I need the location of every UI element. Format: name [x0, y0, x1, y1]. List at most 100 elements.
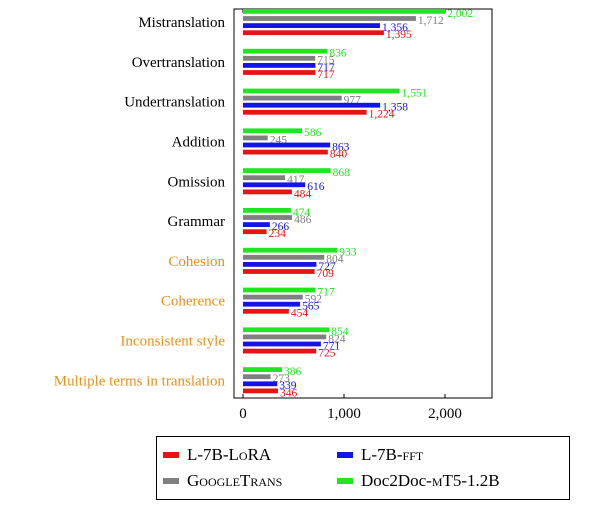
bar — [243, 222, 270, 227]
value-label: 1,358 — [382, 102, 408, 114]
value-label: 346 — [280, 387, 298, 399]
bar — [243, 308, 289, 314]
value-label: 1,395 — [386, 29, 412, 41]
value-label: 2,002 — [447, 8, 473, 20]
bar — [243, 287, 316, 293]
legend-label-doc2doc: Doc2Doc-mT5-1.2B — [361, 471, 500, 490]
bar — [243, 348, 317, 354]
legend-label-l7b-fft: L-7B-fft — [361, 445, 424, 464]
category-label: Addition — [172, 134, 226, 150]
bar — [243, 128, 303, 134]
category-label: Omission — [167, 174, 225, 190]
bar — [243, 23, 380, 28]
bar — [243, 9, 446, 14]
category-label: Overtranslation — [132, 55, 226, 71]
bar — [243, 135, 268, 141]
value-label: 339 — [279, 380, 297, 392]
category-label: Undertranslation — [124, 95, 225, 111]
value-label: 474 — [293, 207, 311, 219]
value-label: 854 — [331, 326, 349, 338]
legend-swatch-l7b-lora — [163, 452, 179, 458]
bar — [243, 301, 301, 307]
value-label: 933 — [339, 247, 357, 259]
value-label: 586 — [304, 127, 322, 139]
legend-label-l7b-lora: L-7B-LoRA — [187, 445, 272, 464]
bar — [243, 247, 338, 253]
value-label: 1,224 — [369, 109, 395, 121]
value-label: 484 — [294, 188, 312, 200]
bar — [243, 334, 327, 340]
value-label: 616 — [307, 181, 325, 193]
x-tick-label: 2,000 — [428, 406, 462, 422]
bar — [243, 63, 316, 68]
legend-swatch-doc2doc — [337, 478, 353, 484]
bar — [243, 16, 416, 21]
category-label: Cohesion — [168, 254, 225, 270]
value-label: 836 — [329, 48, 347, 60]
value-label: 868 — [333, 167, 351, 179]
legend-item-l7b-fft: L-7B-fft — [337, 445, 423, 465]
bar — [243, 175, 286, 181]
legend-label-googletrans: GoogleTrans — [187, 471, 283, 490]
value-label: 234 — [269, 228, 287, 240]
value-label: 454 — [291, 308, 309, 320]
bar — [243, 229, 267, 235]
bar — [243, 70, 316, 75]
value-label: 717 — [317, 62, 335, 74]
legend: L-7B-LoRA L-7B-fft GoogleTrans Doc2Doc-m… — [156, 436, 570, 500]
bar — [243, 208, 291, 213]
bar — [243, 109, 367, 115]
bar — [243, 374, 271, 380]
category-label: Inconsistent style — [120, 333, 225, 349]
bar — [243, 367, 282, 372]
value-label: 824 — [328, 333, 346, 345]
bar — [243, 142, 331, 148]
value-label: 863 — [332, 141, 350, 153]
bar — [243, 182, 306, 188]
bar — [243, 30, 384, 36]
bar — [243, 341, 321, 347]
legend-swatch-googletrans — [163, 478, 179, 484]
bar — [243, 95, 342, 101]
bar — [243, 327, 330, 333]
value-label: 771 — [323, 340, 341, 352]
bar — [243, 381, 278, 387]
value-label: 1,356 — [382, 22, 408, 34]
value-label: 715 — [317, 55, 335, 67]
value-label: 725 — [318, 348, 336, 360]
value-label: 592 — [305, 294, 323, 306]
bar — [243, 294, 303, 300]
value-label: 486 — [294, 214, 312, 226]
x-tick-label: 0 — [239, 406, 247, 422]
bar — [243, 269, 315, 274]
bar — [243, 55, 316, 61]
bar — [243, 254, 325, 260]
bar — [243, 149, 328, 155]
x-tick-label: 1,000 — [327, 406, 361, 422]
value-label: 717 — [317, 69, 335, 81]
legend-item-doc2doc: Doc2Doc-mT5-1.2B — [337, 471, 500, 491]
value-label: 1,551 — [402, 87, 428, 99]
value-label: 840 — [330, 149, 348, 161]
legend-item-googletrans: GoogleTrans — [163, 471, 282, 491]
bar — [243, 48, 328, 54]
value-label: 727 — [318, 261, 336, 273]
bar — [243, 215, 293, 220]
bar — [243, 262, 317, 267]
bar — [243, 102, 381, 108]
bar — [243, 388, 278, 394]
category-label: Grammar — [168, 214, 225, 230]
value-label: 1,712 — [418, 15, 444, 27]
value-label: 717 — [317, 286, 335, 298]
legend-item-l7b-lora: L-7B-LoRA — [163, 445, 271, 465]
bar — [243, 88, 400, 94]
legend-swatch-l7b-fft — [337, 452, 353, 458]
value-label: 804 — [326, 254, 344, 266]
category-label: Mistranslation — [138, 15, 225, 31]
value-label: 386 — [284, 366, 302, 378]
value-label: 709 — [317, 268, 335, 280]
value-label: 266 — [272, 221, 290, 233]
category-label: Coherence — [161, 294, 225, 310]
